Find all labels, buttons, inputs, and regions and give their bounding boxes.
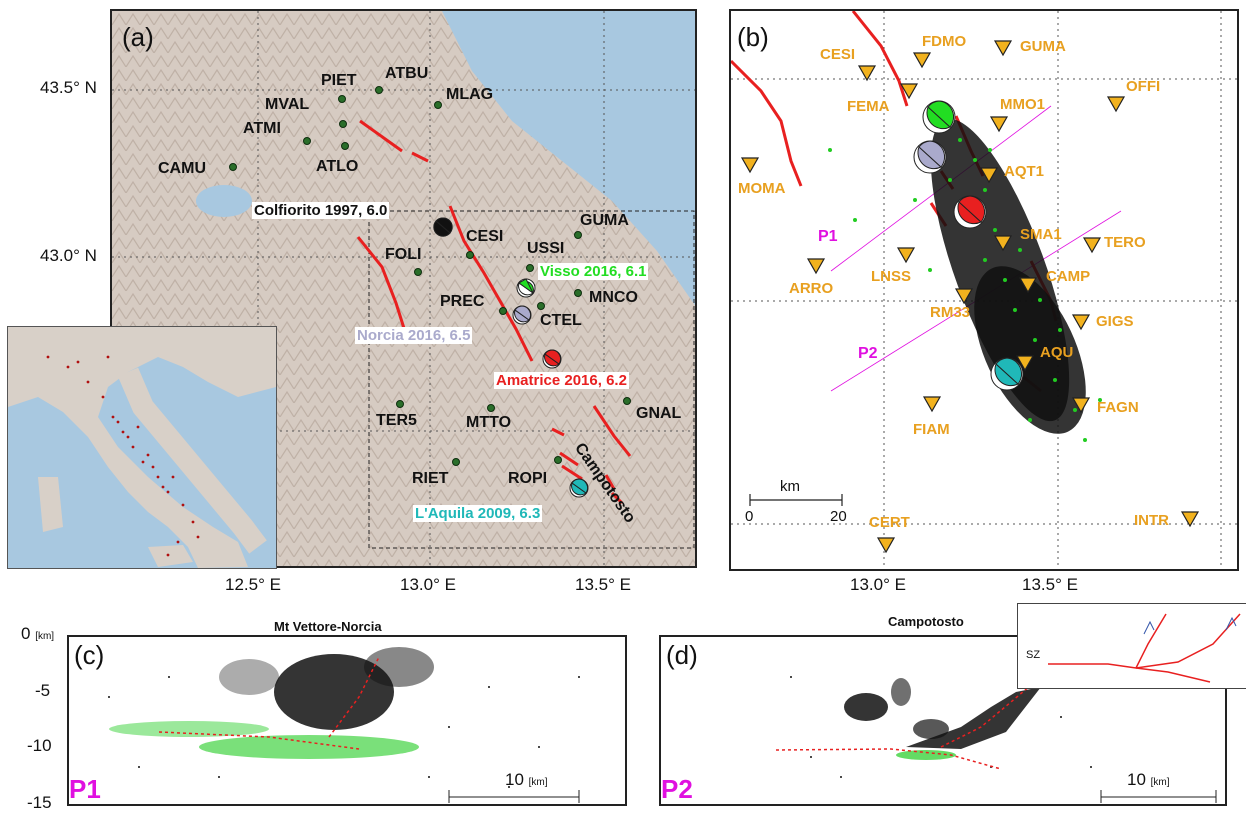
depth-tick-10: -10 <box>27 736 52 755</box>
scale-bar-unit-b: km <box>780 478 800 495</box>
event-label-norcia: Norcia 2016, 6.5 <box>355 327 473 344</box>
station-b-guma: GUMA <box>1020 38 1066 55</box>
station-b-fiam: FIAM <box>913 421 950 438</box>
panel-d-graphics <box>775 676 1217 803</box>
scale-value-c: 10 <box>505 770 524 789</box>
panel-d-label: (d) <box>666 640 698 670</box>
station-label-ussi: USSI <box>527 240 565 257</box>
station-label-mlag: MLAG <box>446 86 494 103</box>
lake <box>196 185 252 217</box>
station-label-ter5: TER5 <box>376 412 417 429</box>
station-b-fdmo: FDMO <box>922 33 967 50</box>
station-label-piet: PIET <box>321 72 357 89</box>
station-b-sma1: SMA1 <box>1020 226 1062 243</box>
lon-tick-b-13-0: 13.0° E <box>850 575 906 594</box>
event-label-colfiorito: Colfiorito 1997, 6.0 <box>252 202 390 219</box>
station-label-gnal: GNAL <box>636 405 682 422</box>
fault-schematic-graphics <box>1048 613 1241 683</box>
fault-schematic-inset: SZ <box>1017 603 1246 689</box>
scale-bar-d: 10 [km] <box>1127 770 1170 790</box>
station-b-camp: CAMP <box>1046 268 1091 285</box>
lon-tick-12-5: 12.5° E <box>225 575 281 594</box>
station-b-gigs: GIGS <box>1096 313 1134 330</box>
station-b-cesi: CESI <box>820 46 856 63</box>
scale-bar-min-b: 0 <box>745 508 754 525</box>
station-label-ctel: CTEL <box>540 312 582 329</box>
panel-a-label: (a) <box>122 22 154 52</box>
depth-tick-15: -15 <box>27 793 52 812</box>
station-label-cesi: CESI <box>466 228 504 245</box>
station-b-tero: TERO <box>1104 234 1146 251</box>
profile-p1-label: P1 <box>69 774 101 804</box>
station-label-atmi: ATMI <box>243 120 281 137</box>
station-b-cert: CERT <box>869 514 910 531</box>
station-b-moma: MOMA <box>738 180 786 197</box>
station-b-rm33: RM33 <box>930 304 971 321</box>
station-b-fagn: FAGN <box>1097 399 1139 416</box>
station-label-mval: MVAL <box>265 96 310 113</box>
zoom-box <box>368 210 695 549</box>
station-b-arro: ARRO <box>789 280 834 297</box>
panel-b-label: (b) <box>737 22 769 52</box>
panel-c-label: (c) <box>74 640 105 670</box>
italy-inset-map <box>7 326 277 569</box>
scale-unit-d: [km] <box>1150 777 1170 788</box>
station-b-aqt1: AQT1 <box>1004 163 1045 180</box>
scale-value-d: 10 <box>1127 770 1146 789</box>
station-b-aqu: AQU <box>1040 344 1074 361</box>
scale-bar-max-b: 20 <box>830 508 847 525</box>
lon-tick-b-13-5: 13.5° E <box>1022 575 1078 594</box>
lon-tick-13-5: 13.5° E <box>575 575 631 594</box>
panel-c-title: Mt Vettore-Norcia <box>274 619 382 634</box>
station-label-mnco: MNCO <box>589 289 638 306</box>
station-b-lnss: LNSS <box>871 268 912 285</box>
profile-label-p2: P2 <box>858 345 878 362</box>
station-b-mmo1: MMO1 <box>1000 96 1045 113</box>
panel-c-graphics <box>108 647 580 803</box>
depth-tick-0: 0 [km] <box>21 624 54 644</box>
adriatic-sea <box>442 11 695 306</box>
scale-bar-c: 10 [km] <box>505 770 548 790</box>
station-label-atbu: ATBU <box>385 65 429 82</box>
station-label-camu: CAMU <box>158 160 206 177</box>
profile-p2-label: P2 <box>661 774 693 804</box>
panel-d-title: Campotosto <box>888 614 964 629</box>
depth-unit: [km] <box>35 631 55 642</box>
station-label-prec: PREC <box>440 293 485 310</box>
station-label-guma: GUMA <box>580 212 629 229</box>
depth-tick-5: -5 <box>35 681 51 700</box>
lat-tick-43-0: 43.0° N <box>40 246 97 265</box>
panel-c-section <box>67 635 627 806</box>
inset-sz-label: SZ <box>1026 649 1041 661</box>
station-label-atlo: ATLO <box>316 158 359 175</box>
profile-label-p1: P1 <box>818 228 838 245</box>
scale-unit-c: [km] <box>528 777 548 788</box>
station-b-intr: INTR <box>1134 512 1169 529</box>
lat-tick-43-5: 43.5° N <box>40 78 97 97</box>
depth-tick-0-value: 0 <box>21 624 31 643</box>
event-label-visso: Visso 2016, 6.1 <box>538 263 649 280</box>
station-label-ropi: ROPI <box>508 470 548 487</box>
italy-inset-graphics <box>8 327 276 568</box>
event-label-amatrice: Amatrice 2016, 6.2 <box>494 372 629 389</box>
station-label-riet: RIET <box>412 470 449 487</box>
lon-tick-13-0: 13.0° E <box>400 575 456 594</box>
station-label-mtto: MTTO <box>466 414 512 431</box>
event-label-laquila: L'Aquila 2009, 6.3 <box>413 505 543 522</box>
station-b-offi: OFFI <box>1126 78 1161 95</box>
panel-b-map <box>729 9 1239 571</box>
station-b-fema: FEMA <box>847 98 890 115</box>
station-label-foli: FOLI <box>385 246 422 263</box>
